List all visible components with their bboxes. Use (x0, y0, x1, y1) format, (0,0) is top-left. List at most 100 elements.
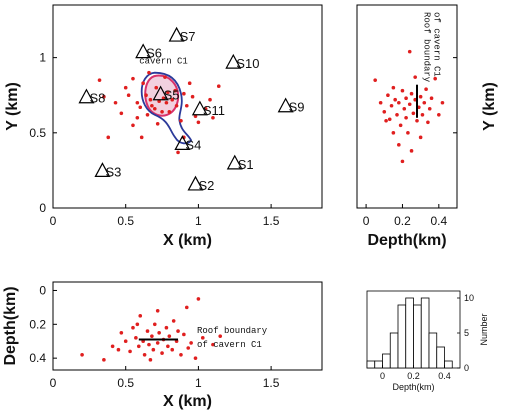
depth-y-event-point (398, 123, 403, 128)
station-triangle-icon (78, 88, 95, 104)
map-event-point (102, 94, 106, 99)
station-triangle-icon (152, 85, 169, 101)
depth-y-event-point (418, 94, 423, 99)
depth-y-event-point (411, 111, 416, 116)
depth-y-event-point (422, 100, 427, 105)
map-event-point (131, 76, 135, 81)
map-event-point (211, 115, 215, 120)
depth-y-event-point (420, 112, 425, 117)
map-x-axis-label: X (km) (163, 232, 212, 249)
depth-x-event-point (166, 344, 170, 349)
depth-vs-y-panel: 0 0.2 0.4 Depth(km) Y (km) Roof boundary of ca… (356, 4, 498, 249)
map-event-point (119, 111, 124, 116)
histogram-y-tick-label: 0 (464, 363, 469, 373)
station-label: S3 (105, 164, 121, 179)
depth-x-x-tick-label: 0.5 (117, 376, 134, 390)
depth-y-event-point (404, 96, 408, 101)
depth-x-event-point (128, 349, 132, 354)
station-triangle-icon (174, 135, 191, 150)
map-event-point (123, 85, 128, 90)
depth-y-event-point (424, 87, 428, 92)
depth-y-event-point (440, 100, 445, 105)
histogram-x-tick-label: 0 (380, 371, 385, 381)
map-event-point (193, 114, 198, 119)
map-event-point (187, 81, 192, 85)
depth-x-event-point (116, 347, 121, 352)
map-event-point (131, 123, 135, 128)
depth-x-event-point (136, 344, 141, 349)
map-event-point (145, 112, 150, 117)
depth-x-event-point (157, 330, 161, 335)
depth-y-event-point (395, 112, 399, 117)
depth-y-event-point (407, 102, 412, 107)
cavern-c1-label: cavern C1 (139, 57, 188, 67)
depth-x-event-point (160, 351, 164, 355)
depth-y-x-tick-label: 0 (363, 214, 370, 228)
map-event-point (144, 93, 148, 98)
depth-y-event-point (426, 120, 430, 125)
map-event-point (138, 105, 143, 110)
depth-vs-x-panel: 0 0.5 1 1.5 0 0.2 0.4 X (km) Depth(km) Roof bound… (2, 281, 323, 410)
histogram-bar (366, 360, 376, 369)
depth-y-event-point (409, 91, 414, 96)
map-event-point (126, 93, 131, 98)
station-label: S7 (180, 29, 196, 44)
depth-y-event-point (413, 75, 417, 79)
map-event-point (97, 78, 102, 82)
depth-x-event-point (155, 308, 160, 313)
map-event-point (147, 70, 151, 75)
histogram-bar (382, 353, 391, 369)
map-event-point (113, 100, 118, 105)
depth-x-frame (52, 281, 323, 371)
depth-y-event-point (378, 100, 383, 105)
depth-x-event-point (142, 352, 147, 357)
station-triangle-icon (277, 97, 294, 113)
depth-y-event-point (409, 149, 414, 153)
map-event-point (166, 90, 170, 95)
depth-x-event-point (148, 358, 153, 362)
station-label: S10 (236, 56, 259, 71)
roof-boundary-label-line2: of cavern C1 (432, 12, 442, 77)
depth-x-y-tick-label: 0.2 (29, 317, 46, 331)
depth-y-frame (356, 4, 458, 209)
map-event-point (208, 97, 212, 102)
map-event-point (148, 97, 153, 102)
histogram-bar (389, 332, 399, 369)
depth-y-event-point (433, 76, 437, 81)
station-label: S4 (185, 137, 201, 152)
station-triangle-icon (226, 154, 243, 170)
depth-y-event-point (387, 117, 392, 122)
station-triangle-icon (135, 43, 152, 59)
depth-y-event-point (407, 49, 412, 54)
depth-x-event-point (152, 322, 157, 327)
station-triangle-icon (94, 162, 111, 178)
depth-y-x-axis-label: Depth(km) (367, 232, 446, 249)
histogram-x-axis-label: Depth(km) (392, 382, 434, 392)
depth-y-event-point (400, 159, 405, 164)
map-x-tick-label: 0.5 (117, 214, 134, 228)
depth-y-event-point (427, 106, 432, 111)
map-x-tick-label: 0 (50, 214, 57, 228)
map-event-point (160, 109, 164, 114)
map-event-point (157, 99, 161, 104)
map-event-point (141, 81, 145, 85)
map-event-point (176, 150, 180, 155)
depth-x-event-point (134, 336, 138, 340)
station-triangle-icon (191, 100, 208, 116)
station-label: S1 (238, 157, 254, 172)
station-label: S8 (89, 91, 105, 106)
depth-x-event-point (167, 334, 172, 338)
histogram-bar (428, 332, 438, 369)
map-event-point (106, 135, 111, 140)
histogram-y-axis-label: Number (479, 313, 489, 345)
depth-y-x-tick-label: 0.4 (430, 214, 447, 228)
map-event-point (196, 120, 201, 125)
map-x-tick-label: 1 (195, 214, 202, 228)
station-triangle-icon (187, 175, 204, 191)
histogram-x-tick-label: 0.4 (438, 371, 451, 381)
histogram-bar (420, 297, 430, 369)
depth-x-event-point (110, 344, 115, 349)
histogram-bar (444, 360, 453, 369)
histogram-bar (436, 346, 445, 369)
map-event-point (163, 75, 167, 79)
